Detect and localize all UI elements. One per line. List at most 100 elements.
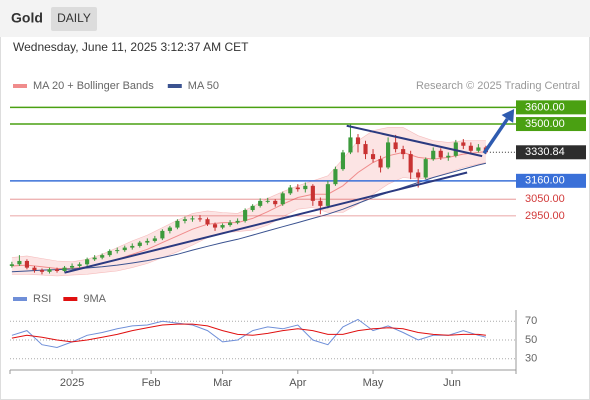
- candle-body: [363, 144, 368, 155]
- x-tick-label: Feb: [142, 377, 161, 389]
- legend-label: 9MA: [83, 293, 106, 305]
- candle-body: [212, 224, 218, 228]
- candle-body: [85, 259, 90, 265]
- candle-body: [190, 218, 195, 220]
- candle-body: [288, 187, 293, 194]
- candle-body: [235, 220, 240, 223]
- credit: Research © 2025 Trading Central: [416, 80, 580, 92]
- candle-body: [145, 240, 150, 243]
- symbol: Gold: [11, 10, 43, 26]
- y-tick-label: 30: [525, 353, 537, 365]
- x-tick-label: Jun: [443, 377, 461, 389]
- candle-body: [370, 154, 376, 160]
- level-label: 2950.00: [525, 210, 565, 222]
- candle-body: [62, 267, 67, 271]
- candle-body: [393, 142, 398, 150]
- legend-swatch: [13, 297, 27, 301]
- legend-label: RSI: [33, 293, 51, 305]
- candle-body: [228, 222, 233, 226]
- candle-body: [9, 264, 14, 266]
- candle-body: [310, 185, 315, 201]
- indicator-line: [11, 323, 486, 343]
- candle-body: [205, 219, 210, 225]
- candle-body: [378, 159, 383, 168]
- candle-body: [243, 210, 248, 221]
- candle-body: [355, 137, 361, 145]
- legend-label: MA 20 + Bollinger Bands: [33, 80, 154, 92]
- x-tick-label: Apr: [289, 377, 306, 389]
- level-box: [516, 173, 586, 188]
- timestamp: Wednesday, June 11, 2025 3:12:37 AM CET: [13, 40, 249, 54]
- y-tick-label: 50: [525, 334, 537, 346]
- candle-body: [325, 184, 330, 206]
- level-box: [516, 100, 586, 115]
- candle-body: [446, 155, 451, 158]
- candle-body: [167, 227, 172, 231]
- candle-body: [130, 245, 135, 248]
- candle-body: [152, 238, 157, 241]
- legend-swatch: [63, 297, 78, 301]
- y-tick-label: 70: [525, 315, 537, 327]
- timeframe[interactable]: DAILY: [57, 11, 91, 25]
- candle-body: [182, 219, 188, 221]
- moving-average: [11, 162, 487, 273]
- last-price-box: [516, 145, 586, 160]
- candle-body: [54, 269, 60, 271]
- candle-body: [303, 185, 308, 190]
- timeframe-button[interactable]: [51, 7, 97, 31]
- candle-body: [408, 154, 413, 173]
- candle-body: [468, 145, 473, 151]
- candle-body: [295, 187, 300, 190]
- candle-body: [70, 265, 75, 268]
- candle-body: [461, 142, 466, 146]
- trendline: [346, 124, 483, 158]
- candle-body: [265, 200, 270, 202]
- indicator-line: [11, 318, 487, 349]
- candle-body: [333, 169, 338, 185]
- candle-body: [197, 218, 203, 220]
- candle-body: [220, 225, 225, 228]
- band-edge: [11, 162, 486, 277]
- candle-body: [401, 149, 406, 155]
- candle-body: [438, 150, 443, 158]
- candle-body: [115, 250, 120, 252]
- x-tick-label: May: [363, 377, 384, 389]
- level-label: 3160.00: [525, 175, 565, 187]
- candle-body: [318, 200, 323, 206]
- legend-label: MA 50: [188, 80, 219, 92]
- candle-body: [416, 172, 421, 178]
- candle-body: [431, 150, 436, 160]
- legend-swatch: [167, 84, 182, 88]
- candle-body: [340, 152, 346, 170]
- candle-body: [175, 220, 180, 228]
- candle-body: [77, 264, 82, 266]
- candle-body: [280, 193, 285, 205]
- bollinger-band: [11, 127, 486, 277]
- candle-body: [258, 200, 263, 206]
- header-bar: [0, 0, 590, 37]
- level-label: 3500.00: [525, 118, 565, 130]
- candle-body: [122, 247, 127, 251]
- candle-body: [137, 242, 142, 246]
- candle-body: [47, 269, 52, 272]
- level-label: 3050.00: [525, 193, 565, 205]
- trendline: [64, 171, 468, 274]
- candle-body: [17, 260, 22, 265]
- last-price-label: 3330.84: [525, 146, 565, 158]
- candle-body: [348, 137, 353, 153]
- forecast-arrow: [482, 117, 509, 155]
- candle-body: [273, 200, 278, 205]
- arrow-head: [501, 109, 515, 123]
- candle-body: [386, 142, 391, 168]
- candle-body: [39, 270, 45, 272]
- candle-body: [107, 250, 112, 256]
- x-tick-label: 2025: [60, 377, 84, 389]
- candle-body: [24, 260, 29, 268]
- candle-body: [423, 159, 428, 178]
- x-tick-label: Mar: [213, 377, 232, 389]
- candle-body: [92, 257, 97, 260]
- level-box: [516, 117, 586, 132]
- legend-swatch: [13, 84, 27, 88]
- candle-body: [453, 142, 458, 156]
- candle-body: [250, 205, 255, 211]
